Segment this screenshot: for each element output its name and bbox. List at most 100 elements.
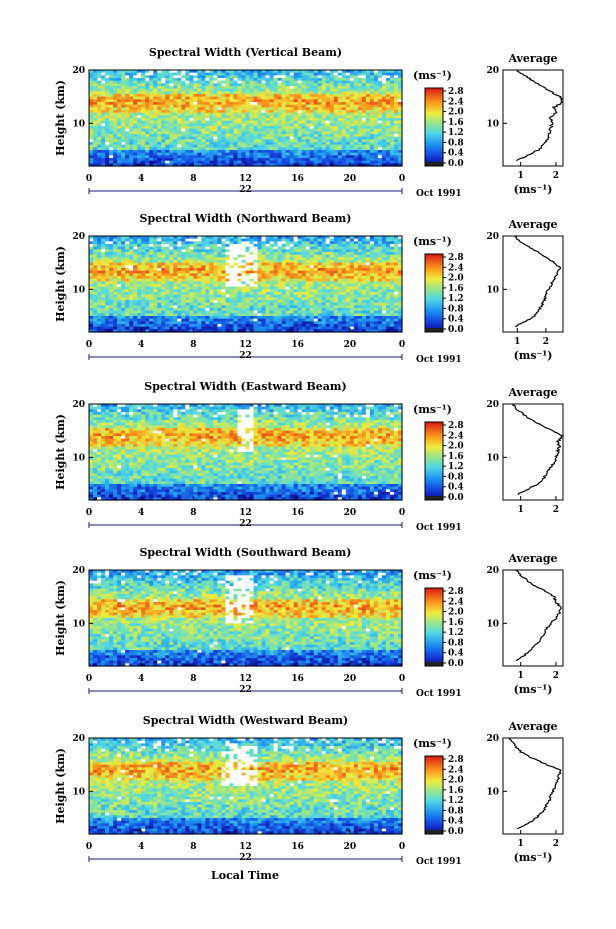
heatmap-cell [149,80,154,84]
heatmap-cell [245,155,251,159]
heatmap-cell [385,118,391,122]
heatmap-cell [217,112,223,116]
heatmap-cell [373,155,379,159]
heatmap-cell [129,115,134,119]
heatmap-cell [329,78,335,82]
heatmap-cell [321,150,327,154]
heatmap-cell [101,86,106,90]
heatmap-cell [157,110,162,114]
heatmap-cell [229,131,235,135]
heatmap-cell [169,110,174,114]
heatmap-cell [233,158,239,162]
heatmap-cell [389,144,395,148]
heatmap-cell [273,115,279,119]
heatmap-cell [353,88,359,92]
heatmap-cell [169,88,174,92]
heatmap-cell [201,120,206,124]
heatmap-cell [333,155,339,159]
heatmap-cell [97,252,102,256]
heatmap-cell [121,96,126,100]
heatmap-cell [209,94,214,98]
heatmap-cell [361,110,367,114]
heatmap-cell [165,99,170,103]
heatmap-cell [113,286,118,290]
heatmap-cell [125,313,130,317]
heatmap-cell [125,107,130,111]
heatmap-cell [133,155,138,159]
heatmap-cell [245,160,251,164]
heatmap-cell [397,150,403,154]
heatmap-cell [397,88,403,92]
heatmap-cell [97,131,102,135]
heatmap-cell [361,94,367,98]
heatmap-cell [129,244,134,248]
heatmap-cell [181,110,186,114]
heatmap-cell [381,112,387,116]
heatmap-cell [141,155,146,159]
heatmap-cell [373,160,379,164]
heatmap-cell [361,99,367,103]
heatmap-cell [281,70,287,74]
heatmap-cell [113,150,118,154]
heatmap-cell [377,134,383,138]
heatmap-cell [185,158,190,162]
colorbar-tick-label: 0.4 [448,149,464,159]
heatmap-cell [109,289,114,293]
heatmap-cell [133,284,138,288]
heatmap-cell [97,160,102,164]
heatmap-cell [117,115,122,119]
heatmap-cell [257,91,263,95]
heatmap-cell [225,110,231,114]
heatmap-cell [181,94,186,98]
heatmap-cell [133,86,138,90]
heatmap-cell [329,83,335,87]
heatmap-cell [105,318,110,322]
heatmap-cell [137,302,142,306]
heatmap-cell [213,102,219,106]
heatmap-cell [305,158,311,162]
heatmap-cell [141,139,146,143]
heatmap-cell [317,83,323,87]
heatmap-cell [305,120,311,124]
heatmap-cell [185,91,190,95]
heatmap-cell [229,155,235,159]
heatmap-cell [181,163,186,167]
heatmap-cell [281,136,287,140]
heatmap-cell [301,147,307,151]
heatmap-cell [397,131,403,135]
heatmap-cell [329,144,335,148]
heatmap-cell [177,99,182,103]
heatmap-cell [269,102,275,106]
heatmap-cell [105,260,110,264]
heatmap-cell [325,144,331,148]
heatmap-cell [193,136,198,140]
heatmap-cell [117,324,122,328]
heatmap-cell [145,112,150,116]
heatmap-cell [241,110,247,114]
heatmap-cell [393,96,399,100]
heatmap-cell [337,150,343,154]
heatmap-cell [137,276,142,280]
heatmap-cell [185,83,190,87]
heatmap-cell [93,128,98,132]
heatmap-cell [377,104,383,108]
heatmap-cell [333,70,339,74]
heatmap-cell [89,144,94,148]
heatmap-cell [93,276,98,280]
heatmap-cell [301,96,307,100]
heatmap-cell [109,163,114,167]
heatmap-cell [253,136,259,140]
heatmap-cell [273,75,279,79]
heatmap-cell [285,112,291,116]
heatmap-cell [289,120,295,124]
heatmap-cell [333,134,339,138]
heatmap-cell [309,158,315,162]
heatmap-cell [89,289,94,293]
heatmap-cell [197,152,202,156]
heatmap-cell [209,104,214,108]
heatmap-cell [113,107,118,111]
heatmap-cell [145,120,150,124]
heatmap-cell [261,147,267,151]
heatmap-cell [109,96,114,100]
heatmap-cell [377,107,383,111]
